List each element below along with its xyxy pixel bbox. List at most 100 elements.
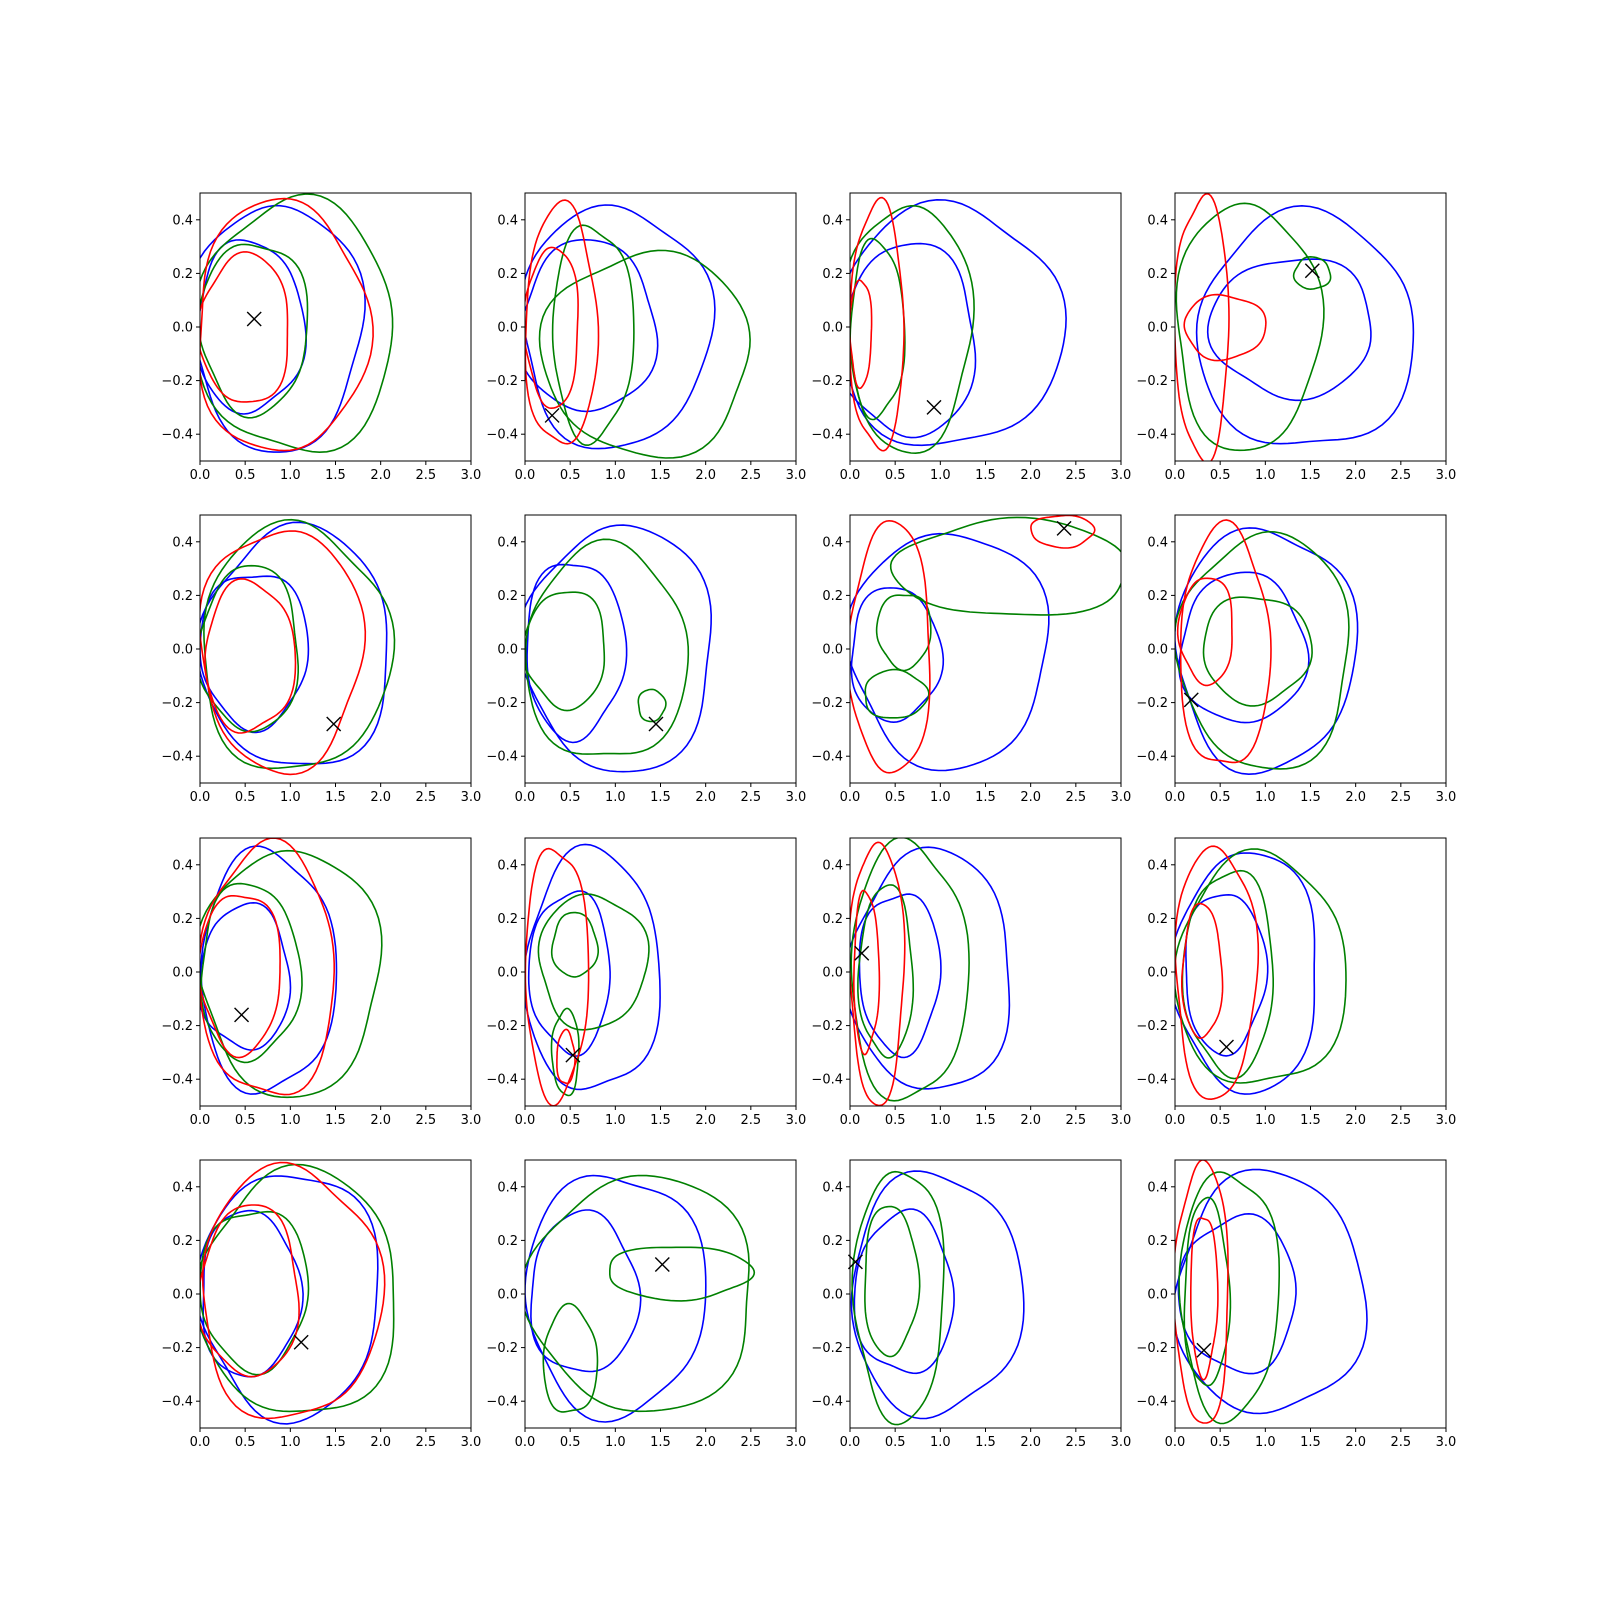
x-tick-label: 1.0	[1255, 790, 1276, 805]
green-contour-line	[525, 538, 690, 755]
red-contour-line	[850, 841, 906, 1106]
x-tick-label: 0.0	[1165, 790, 1186, 805]
green-contour-line	[200, 243, 309, 419]
green-contour-line	[200, 1163, 395, 1413]
x-tick-label: 2.0	[370, 1113, 391, 1128]
y-tick-label: 0.2	[1147, 589, 1168, 604]
x-marker	[565, 1047, 581, 1063]
x-tick-label: 1.5	[1300, 468, 1321, 483]
x-tick-label: 1.5	[975, 1435, 996, 1450]
y-tick-label: −0.2	[1136, 1341, 1168, 1356]
y-tick-label: 0.0	[497, 1288, 518, 1303]
x-tick-label: 3.0	[1436, 1435, 1457, 1450]
x-marker	[1056, 520, 1072, 536]
y-tick-label: 0.4	[822, 1180, 843, 1195]
x-tick-label: 3.0	[1111, 790, 1132, 805]
blue-contour-line	[200, 901, 292, 1051]
y-tick-label: 0.4	[497, 535, 518, 550]
x-tick-label: 2.5	[740, 1113, 761, 1128]
red-contour-line	[200, 1204, 300, 1378]
x-tick-label: 1.5	[650, 1113, 671, 1128]
x-tick-label: 1.0	[930, 1435, 951, 1450]
contour-group	[525, 1174, 756, 1423]
red-contour-line	[1175, 1160, 1229, 1424]
red-contour-line	[1176, 577, 1233, 687]
y-tick-label: 0.2	[1147, 912, 1168, 927]
green-contour-line	[537, 893, 650, 1031]
x-tick-label: 2.0	[1345, 468, 1366, 483]
x-tick-label: 0.0	[190, 1113, 211, 1128]
x-tick-label: 2.0	[1020, 790, 1041, 805]
x-tick-label: 1.0	[280, 468, 301, 483]
x-tick-label: 0.5	[1210, 468, 1231, 483]
blue-contour-line	[850, 846, 1011, 1090]
y-tick-label: −0.2	[486, 374, 518, 389]
y-tick-label: −0.4	[486, 428, 518, 443]
y-tick-label: −0.2	[161, 374, 193, 389]
y-tick-label: 0.2	[172, 1234, 193, 1249]
x-marker	[246, 311, 262, 327]
red-contour-line	[200, 251, 289, 403]
blue-contour-line	[527, 890, 611, 1057]
y-tick-label: −0.4	[1136, 750, 1168, 765]
x-tick-label: 2.5	[415, 468, 436, 483]
axes-frame	[1174, 514, 1447, 784]
y-tick-label: −0.2	[811, 374, 843, 389]
red-contour-line	[525, 246, 579, 410]
contour-group	[1175, 193, 1415, 461]
blue-contour-line	[1175, 1168, 1368, 1415]
blue-contour-line	[853, 1208, 955, 1375]
y-tick-label: 0.4	[497, 1180, 518, 1195]
y-tick-label: 0.0	[497, 643, 518, 658]
subplot-r4-c3: 0.0 0.5 1.0 1.5 2.0 2.5 3.0 −0.4 −0.2 0.0 0.2 0.4	[811, 1159, 1131, 1450]
x-tick-label: 0.5	[235, 1435, 256, 1450]
y-tick-label: −0.2	[161, 696, 193, 711]
blue-contour-line	[525, 1174, 707, 1423]
axes-frame	[199, 514, 472, 784]
y-tick-label: −0.4	[1136, 428, 1168, 443]
x-tick-label: 2.5	[1390, 468, 1411, 483]
y-tick-label: 0.4	[1147, 858, 1168, 873]
y-tick-label: 0.4	[172, 535, 193, 550]
y-tick-label: 0.0	[1147, 1288, 1168, 1303]
x-tick-label: 2.0	[695, 468, 716, 483]
x-tick-label: 1.0	[605, 468, 626, 483]
subplot-r1-c1: 0.0 0.5 1.0 1.5 2.0 2.5 3.0 −0.4 −0.2 0.0 0.2 0.4	[161, 192, 481, 483]
x-tick-label: 1.5	[1300, 790, 1321, 805]
x-tick-label: 3.0	[1111, 1113, 1132, 1128]
x-tick-label: 0.5	[1210, 1435, 1231, 1450]
x-tick-label: 1.0	[1255, 468, 1276, 483]
subplot-r3-c4: 0.0 0.5 1.0 1.5 2.0 2.5 3.0 −0.4 −0.2 0.0 0.2 0.4	[1136, 837, 1457, 1128]
red-contour-line	[1175, 845, 1260, 1101]
x-tick-label: 3.0	[1436, 1113, 1457, 1128]
y-tick-label: 0.2	[497, 912, 518, 927]
x-tick-label: 3.0	[1436, 468, 1457, 483]
green-contour-line	[1175, 530, 1350, 770]
y-tick-label: −0.4	[811, 750, 843, 765]
red-contour-line	[850, 519, 931, 774]
red-contour-line	[556, 1028, 576, 1085]
x-marker	[648, 716, 664, 732]
x-tick-label: 1.5	[325, 790, 346, 805]
x-tick-label: 2.0	[1020, 1113, 1041, 1128]
contour-group	[525, 843, 661, 1106]
x-tick-label: 1.5	[975, 1113, 996, 1128]
x-tick-label: 2.5	[1390, 1113, 1411, 1128]
contour-group	[200, 193, 394, 454]
axes-frame	[199, 837, 472, 1107]
green-contour-line	[609, 1246, 756, 1302]
x-tick-label: 3.0	[461, 790, 482, 805]
y-tick-label: 0.4	[1147, 535, 1168, 550]
y-tick-label: 0.0	[822, 1288, 843, 1303]
y-tick-label: −0.4	[486, 750, 518, 765]
contour-group	[1175, 1160, 1368, 1425]
x-tick-label: 0.5	[885, 1435, 906, 1450]
blue-contour-line	[858, 893, 942, 1059]
y-tick-label: 0.0	[172, 643, 193, 658]
contour-group	[850, 196, 1067, 455]
y-tick-label: 0.0	[822, 321, 843, 336]
green-contour-line	[637, 688, 667, 723]
subplot-r3-c2: 0.0 0.5 1.0 1.5 2.0 2.5 3.0 −0.4 −0.2 0.0 0.2 0.4	[486, 837, 806, 1128]
x-tick-label: 0.0	[190, 468, 211, 483]
red-contour-line	[852, 889, 881, 1056]
